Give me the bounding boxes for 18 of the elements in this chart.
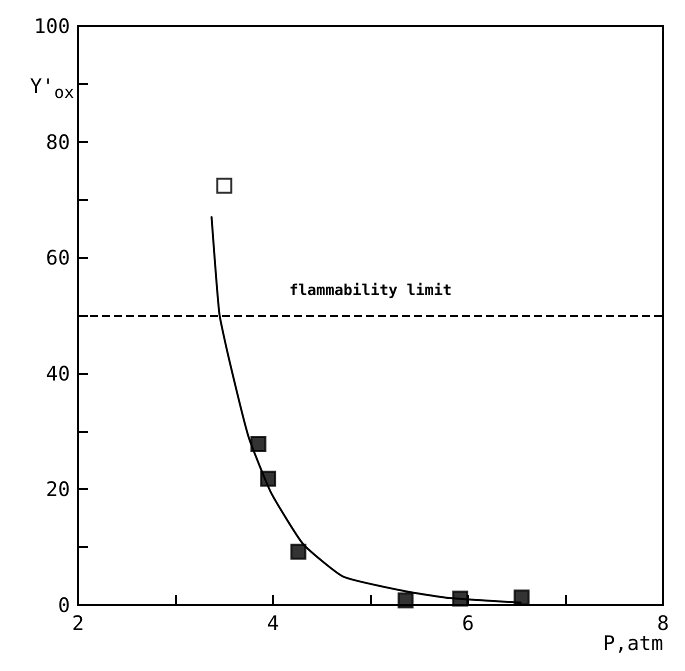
point — [216, 178, 232, 194]
point — [452, 590, 468, 607]
y-tick-label: 100 — [34, 14, 70, 38]
point — [250, 436, 266, 452]
y-tick-label: 60 — [46, 246, 70, 270]
x-tick-label: 6 — [462, 611, 474, 635]
point — [514, 589, 530, 606]
point — [260, 470, 276, 487]
ref-line-label: flammability limit — [289, 281, 452, 299]
x-tick-label: 2 — [72, 611, 84, 635]
y-tick-label: 20 — [46, 477, 70, 502]
x-tick-label: 4 — [266, 611, 280, 635]
y-axis-title: Y'$_{ox}$ — [30, 74, 74, 102]
point — [290, 544, 306, 560]
y-tick-label: 80 — [46, 130, 70, 154]
y-tick-label: 40 — [46, 361, 70, 386]
y-tick-label: 0 — [58, 593, 70, 617]
point — [398, 592, 414, 608]
